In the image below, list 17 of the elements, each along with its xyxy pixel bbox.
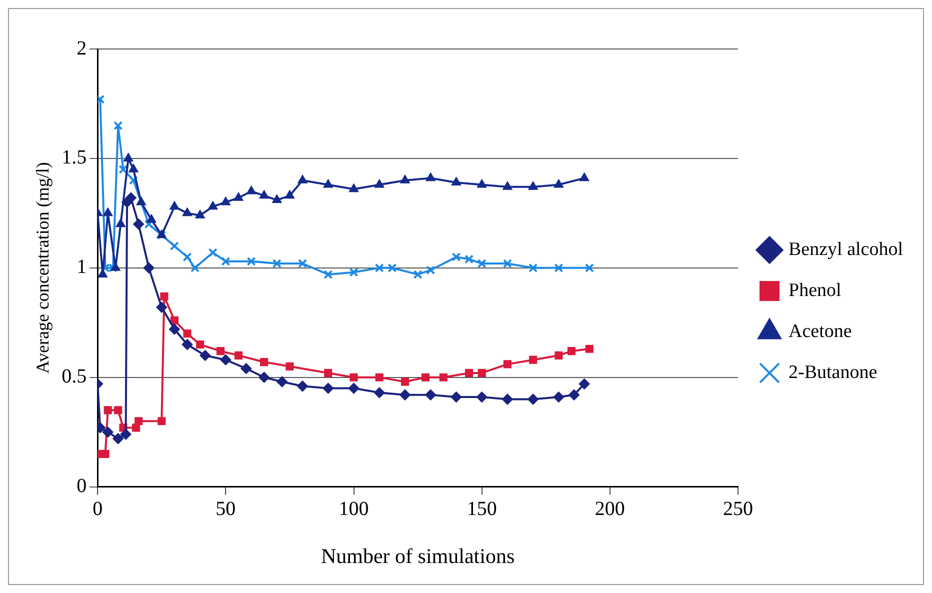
y-axis-title: Average concentration (mg/l) [32,162,53,374]
legend-label: Phenol [788,280,842,301]
x-tick-label: 0 [92,498,103,520]
y-tick-label: 2 [76,37,87,60]
x-tick-label: 50 [216,498,236,520]
x-tick-label: 200 [594,498,625,520]
x-axis-title: Number of simulations [320,544,515,568]
y-tick-label: 1 [76,256,87,278]
x-tick-label: 150 [466,498,497,520]
legend-label: 2-Butanone [788,362,878,383]
legend-label: Benzyl alcohol [788,238,904,260]
x-tick-label: 100 [338,498,369,520]
x-tick-label: 250 [723,498,754,520]
legend-label: Acetone [788,320,852,342]
y-tick-label: 0 [76,475,87,498]
y-tick-label: 0.5 [62,366,87,388]
y-tick-label: 1.5 [62,146,87,169]
